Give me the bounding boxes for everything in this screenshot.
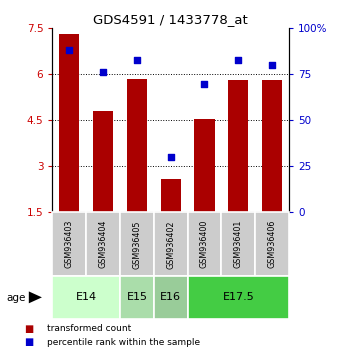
Text: E17.5: E17.5 — [222, 292, 254, 302]
Text: ■: ■ — [24, 324, 33, 333]
Bar — [161, 179, 181, 212]
Bar — [221, 212, 255, 276]
Bar — [228, 80, 248, 212]
Bar — [154, 212, 188, 276]
Point — [168, 154, 173, 160]
Point — [269, 62, 275, 68]
Bar — [120, 212, 154, 276]
Bar — [262, 80, 282, 212]
Text: GSM936401: GSM936401 — [234, 220, 243, 268]
Bar — [120, 276, 154, 319]
Bar — [52, 212, 86, 276]
Text: GSM936404: GSM936404 — [99, 220, 107, 268]
Bar — [86, 212, 120, 276]
Text: E14: E14 — [76, 292, 97, 302]
Title: GDS4591 / 1433778_at: GDS4591 / 1433778_at — [93, 13, 248, 26]
Point — [202, 81, 207, 86]
Text: GSM936403: GSM936403 — [65, 220, 74, 268]
Text: percentile rank within the sample: percentile rank within the sample — [47, 338, 200, 347]
Bar — [188, 212, 221, 276]
Bar — [52, 276, 120, 319]
Bar — [127, 79, 147, 212]
Text: transformed count: transformed count — [47, 324, 131, 333]
Text: GSM936402: GSM936402 — [166, 220, 175, 269]
Bar — [255, 212, 289, 276]
Text: E16: E16 — [160, 292, 181, 302]
Bar — [59, 34, 79, 212]
Bar — [188, 276, 289, 319]
Point — [236, 57, 241, 62]
Bar — [194, 119, 215, 212]
Point — [100, 70, 106, 75]
Bar — [154, 276, 188, 319]
Text: GSM936406: GSM936406 — [268, 220, 276, 268]
Text: ■: ■ — [24, 337, 33, 347]
Point — [134, 57, 140, 62]
Text: E15: E15 — [126, 292, 147, 302]
Text: GSM936405: GSM936405 — [132, 220, 141, 269]
Text: GSM936400: GSM936400 — [200, 220, 209, 268]
Point — [67, 47, 72, 53]
Polygon shape — [29, 291, 42, 303]
Text: age: age — [6, 293, 25, 303]
Bar — [93, 111, 113, 212]
